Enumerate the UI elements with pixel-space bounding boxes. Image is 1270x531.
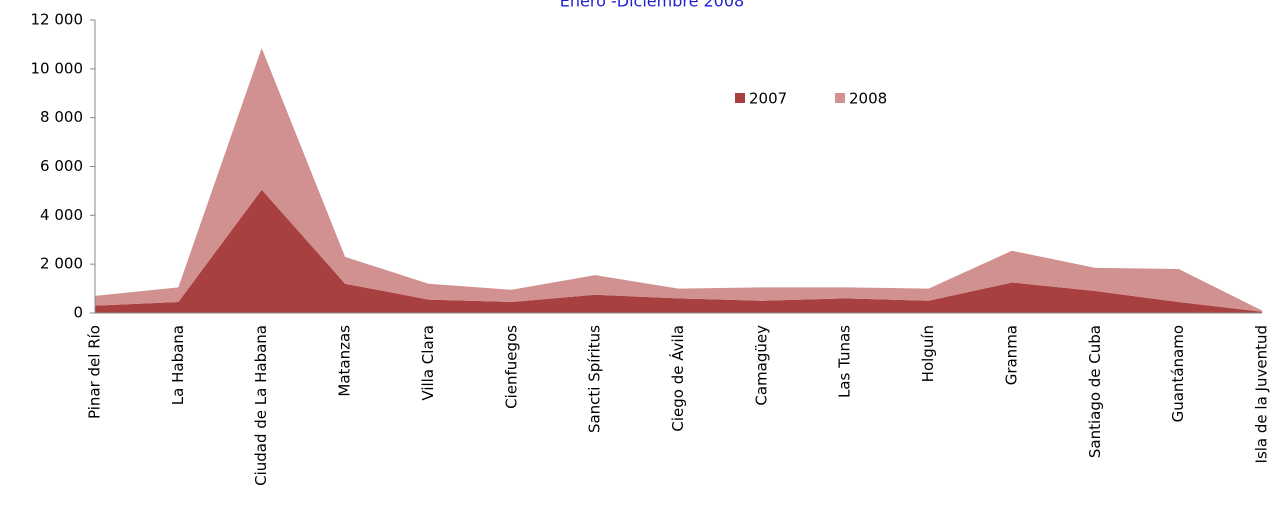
x-tick-label: Matanzas: [336, 325, 354, 397]
y-tick-label: 0: [73, 304, 83, 322]
x-tick-label: Villa Clara: [419, 325, 437, 401]
legend-swatch: [835, 93, 845, 103]
x-tick-label: Las Tunas: [836, 325, 854, 398]
legend-label: 2007: [749, 90, 787, 108]
x-tick-label: Sancti Spíritus: [586, 325, 604, 433]
y-tick-label: 2 000: [40, 255, 83, 273]
x-tick-label: Ciudad de La Habana: [252, 325, 270, 486]
x-tick-label: Holguín: [919, 325, 937, 382]
area: [95, 48, 1262, 312]
x-tick-label: Santiago de Cuba: [1086, 325, 1104, 458]
x-tick-label: Pinar del Río: [86, 325, 104, 419]
x-tick-label: Guantánamo: [1169, 325, 1187, 422]
chart-subtitle: Enero -Diciembre 2008: [560, 0, 744, 11]
y-tick-label: 6 000: [40, 157, 83, 175]
x-tick-label: La Habana: [169, 325, 187, 405]
x-tick-label: Granma: [1002, 325, 1020, 385]
legend-swatch: [735, 93, 745, 103]
x-tick-label: Camagüey: [752, 325, 770, 406]
x-tick-label: Ciego de Ávila: [668, 325, 687, 432]
y-tick-label: 4 000: [40, 206, 83, 224]
y-tick-label: 8 000: [40, 108, 83, 126]
legend-label: 2008: [849, 90, 887, 108]
x-tick-label: Cienfuegos: [502, 325, 520, 409]
y-tick-label: 10 000: [31, 59, 84, 77]
area: [95, 189, 1262, 313]
y-tick-label: 12 000: [31, 11, 84, 29]
x-tick-label: Isla de la Juventud: [1253, 325, 1270, 463]
